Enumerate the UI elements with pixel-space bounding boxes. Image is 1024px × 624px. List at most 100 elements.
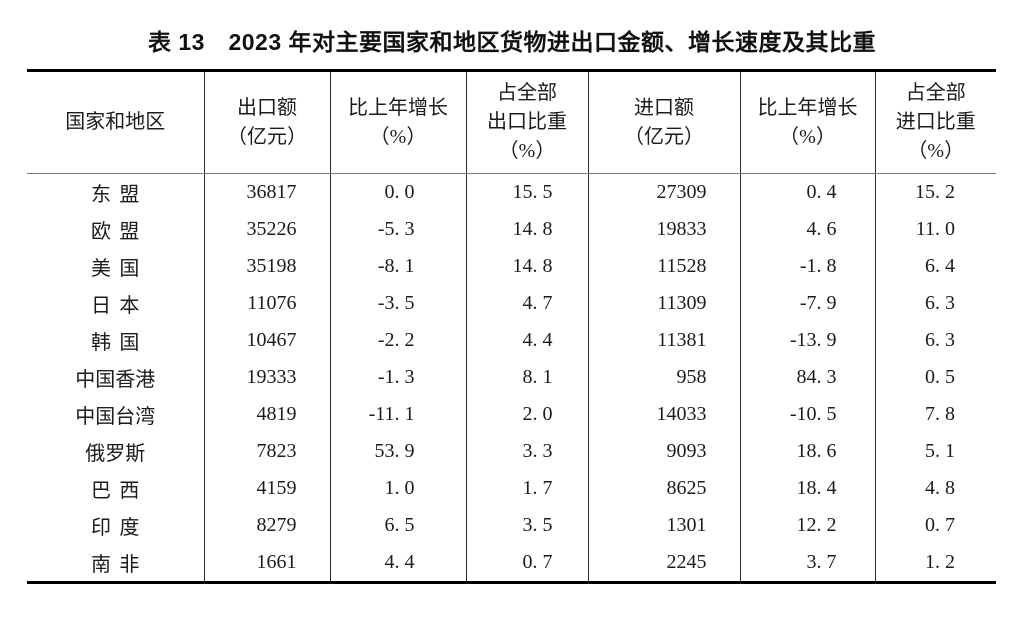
table-row: 美国 35198 -8. 1 14. 8 11528 -1. 8 6. 4 — [27, 248, 996, 285]
value-cell-export_growth: 0. 0 — [329, 173, 466, 211]
column-header-import_growth: 比上年增长 （%） — [739, 70, 875, 174]
value-cell-export_share: 2. 0 — [465, 396, 588, 433]
region-label: 巴西 — [91, 480, 148, 502]
value-cell-import_share: 11. 0 — [874, 211, 996, 248]
region-cell: 中国台湾 — [27, 396, 204, 433]
value-cell-export_value: 35226 — [203, 211, 330, 248]
value-cell-export_value: 4819 — [203, 396, 330, 433]
value-cell-export_growth: -1. 3 — [329, 359, 466, 396]
value-cell-export_growth: 1. 0 — [329, 470, 466, 507]
table-row: 巴西 4159 1. 0 1. 7 8625 18. 4 4. 8 — [27, 470, 996, 507]
trade-table: 国家和地区 出口额 （亿元） 比上年增长 （%） 占全部 出口比重 （%） 进口额 （亿元） 比上年… — [27, 69, 996, 584]
column-header-export_share: 占全部 出口比重 （%） — [465, 70, 588, 174]
value-cell-import_value: 958 — [587, 359, 740, 396]
value-cell-import_growth: 84. 3 — [739, 359, 875, 396]
table-row: 韩国 10467 -2. 2 4. 4 11381 -13. 9 6. 3 — [27, 322, 996, 359]
table-row: 中国台湾 4819 -11. 1 2. 0 14033 -10. 5 7. 8 — [27, 396, 996, 433]
region-label: 南非 — [91, 554, 148, 576]
column-header-import_value: 进口额 （亿元） — [587, 70, 740, 174]
region-cell: 巴西 — [27, 470, 204, 507]
value-cell-export_value: 8279 — [203, 507, 330, 544]
value-cell-export_share: 1. 7 — [465, 470, 588, 507]
value-cell-import_value: 11309 — [587, 285, 740, 322]
value-cell-import_share: 4. 8 — [874, 470, 996, 507]
table-row: 欧盟 35226 -5. 3 14. 8 19833 4. 6 11. 0 — [27, 211, 996, 248]
value-cell-import_growth: 12. 2 — [739, 507, 875, 544]
header-row: 国家和地区 出口额 （亿元） 比上年增长 （%） 占全部 出口比重 （%） 进口额 （亿元） 比上年… — [27, 70, 996, 174]
value-cell-export_share: 14. 8 — [465, 211, 588, 248]
value-cell-import_growth: -7. 9 — [739, 285, 875, 322]
value-cell-import_growth: 4. 6 — [739, 211, 875, 248]
value-cell-import_growth: 18. 4 — [739, 470, 875, 507]
value-cell-export_growth: -5. 3 — [329, 211, 466, 248]
value-cell-export_value: 11076 — [203, 285, 330, 322]
value-cell-import_value: 9093 — [587, 433, 740, 470]
value-cell-export_share: 3. 3 — [465, 433, 588, 470]
region-cell: 中国香港 — [27, 359, 204, 396]
table-row: 印度 8279 6. 5 3. 5 1301 12. 2 0. 7 — [27, 507, 996, 544]
region-label: 美国 — [91, 258, 148, 280]
value-cell-import_growth: -13. 9 — [739, 322, 875, 359]
value-cell-export_share: 3. 5 — [465, 507, 588, 544]
region-cell: 欧盟 — [27, 211, 204, 248]
value-cell-export_share: 0. 7 — [465, 544, 588, 583]
value-cell-export_value: 7823 — [203, 433, 330, 470]
value-cell-import_value: 2245 — [587, 544, 740, 583]
value-cell-import_share: 15. 2 — [874, 173, 996, 211]
value-cell-import_value: 8625 — [587, 470, 740, 507]
value-cell-import_share: 0. 7 — [874, 507, 996, 544]
value-cell-import_share: 6. 4 — [874, 248, 996, 285]
value-cell-export_growth: -3. 5 — [329, 285, 466, 322]
value-cell-export_value: 19333 — [203, 359, 330, 396]
value-cell-export_growth: 4. 4 — [329, 544, 466, 583]
region-cell: 南非 — [27, 544, 204, 583]
column-header-region: 国家和地区 — [27, 70, 204, 174]
value-cell-export_share: 4. 7 — [465, 285, 588, 322]
value-cell-import_share: 5. 1 — [874, 433, 996, 470]
value-cell-import_share: 1. 2 — [874, 544, 996, 583]
table-title: 表 13 2023 年对主要国家和地区货物进出口金额、增长速度及其比重 — [147, 29, 877, 55]
value-cell-import_growth: 3. 7 — [739, 544, 875, 583]
value-cell-export_value: 4159 — [203, 470, 330, 507]
table-body: 东盟 36817 0. 0 15. 5 27309 0. 4 15. 2 欧盟 35226 -5.… — [27, 173, 996, 583]
column-header-export_growth: 比上年增长 （%） — [329, 70, 466, 174]
table-header: 国家和地区 出口额 （亿元） 比上年增长 （%） 占全部 出口比重 （%） 进口额 （亿元） 比上年… — [27, 70, 996, 174]
value-cell-import_share: 0. 5 — [874, 359, 996, 396]
region-cell: 印度 — [27, 507, 204, 544]
value-cell-import_value: 11528 — [587, 248, 740, 285]
value-cell-import_growth: -10. 5 — [739, 396, 875, 433]
value-cell-import_share: 6. 3 — [874, 322, 996, 359]
region-label: 中国台湾 — [75, 406, 156, 428]
column-header-export_value: 出口额 （亿元） — [203, 70, 330, 174]
value-cell-import_share: 7. 8 — [874, 396, 996, 433]
value-cell-export_growth: 6. 5 — [329, 507, 466, 544]
value-cell-import_growth: 18. 6 — [739, 433, 875, 470]
value-cell-import_growth: 0. 4 — [739, 173, 875, 211]
value-cell-export_growth: -11. 1 — [329, 396, 466, 433]
value-cell-import_share: 6. 3 — [874, 285, 996, 322]
region-label: 欧盟 — [91, 221, 148, 243]
value-cell-export_value: 10467 — [203, 322, 330, 359]
table-row: 东盟 36817 0. 0 15. 5 27309 0. 4 15. 2 — [27, 173, 996, 212]
table-row: 日本 11076 -3. 5 4. 7 11309 -7. 9 6. 3 — [27, 285, 996, 322]
table-row: 南非 1661 4. 4 0. 7 2245 3. 7 1. 2 — [27, 544, 996, 583]
region-label: 日本 — [91, 295, 148, 317]
value-cell-import_value: 14033 — [587, 396, 740, 433]
value-cell-export_growth: 53. 9 — [329, 433, 466, 470]
value-cell-import_value: 19833 — [587, 211, 740, 248]
region-cell: 俄罗斯 — [27, 433, 204, 470]
region-label: 东盟 — [91, 184, 148, 206]
region-label: 韩国 — [91, 332, 148, 354]
value-cell-export_share: 8. 1 — [465, 359, 588, 396]
value-cell-export_share: 4. 4 — [465, 322, 588, 359]
value-cell-import_value: 11381 — [587, 322, 740, 359]
region-cell: 韩国 — [27, 322, 204, 359]
region-cell: 东盟 — [27, 174, 204, 212]
value-cell-export_growth: -2. 2 — [329, 322, 466, 359]
value-cell-import_value: 27309 — [587, 173, 740, 211]
value-cell-export_value: 1661 — [203, 544, 330, 583]
value-cell-export_value: 36817 — [203, 173, 330, 211]
region-label: 俄罗斯 — [85, 443, 146, 465]
table-row: 俄罗斯 7823 53. 9 3. 3 9093 18. 6 5. 1 — [27, 433, 996, 470]
value-cell-export_share: 15. 5 — [465, 173, 588, 211]
